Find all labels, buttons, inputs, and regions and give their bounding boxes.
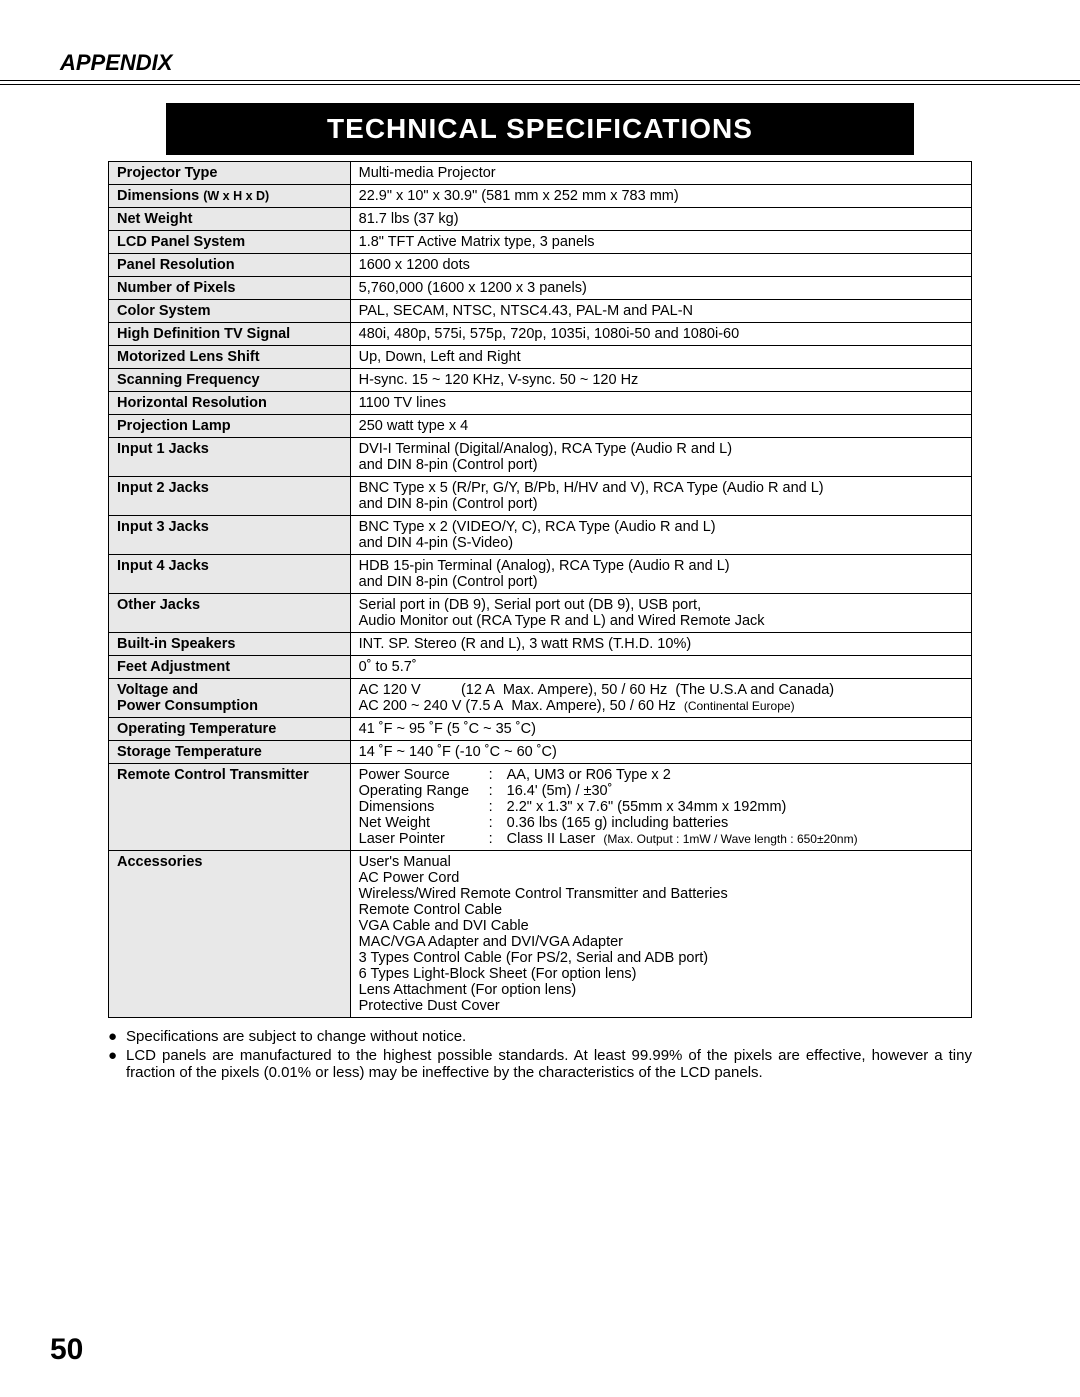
table-row: Projection Lamp250 watt type x 4 bbox=[109, 415, 972, 438]
page-number: 50 bbox=[50, 1333, 83, 1367]
page-title: TECHNICAL SPECIFICATIONS bbox=[166, 103, 915, 155]
table-row: AccessoriesUser's ManualAC Power CordWir… bbox=[109, 851, 972, 1018]
spec-value: 22.9" x 10" x 30.9" (581 mm x 252 mm x 7… bbox=[350, 185, 971, 208]
spec-value: 5,760,000 (1600 x 1200 x 3 panels) bbox=[350, 277, 971, 300]
spec-value: INT. SP. Stereo (R and L), 3 watt RMS (T… bbox=[350, 633, 971, 656]
table-row: Color SystemPAL, SECAM, NTSC, NTSC4.43, … bbox=[109, 300, 972, 323]
spec-label: High Definition TV Signal bbox=[109, 323, 351, 346]
spec-label: Remote Control Transmitter bbox=[109, 764, 351, 851]
table-row: Motorized Lens ShiftUp, Down, Left and R… bbox=[109, 346, 972, 369]
spec-value: 81.7 lbs (37 kg) bbox=[350, 208, 971, 231]
spec-label: Dimensions (W x H x D) bbox=[109, 185, 351, 208]
spec-label: Scanning Frequency bbox=[109, 369, 351, 392]
spec-value: 0˚ to 5.7˚ bbox=[350, 656, 971, 679]
specs-table: Projector TypeMulti-media ProjectorDimen… bbox=[108, 161, 972, 1018]
spec-label: Number of Pixels bbox=[109, 277, 351, 300]
spec-label: Projection Lamp bbox=[109, 415, 351, 438]
table-row: Input 2 JacksBNC Type x 5 (R/Pr, G/Y, B/… bbox=[109, 477, 972, 516]
spec-value: 41 ˚F ~ 95 ˚F (5 ˚C ~ 35 ˚C) bbox=[350, 718, 971, 741]
table-row: Input 3 JacksBNC Type x 2 (VIDEO/Y, C), … bbox=[109, 516, 972, 555]
table-row: Scanning FrequencyH-sync. 15 ~ 120 KHz, … bbox=[109, 369, 972, 392]
table-row: Operating Temperature41 ˚F ~ 95 ˚F (5 ˚C… bbox=[109, 718, 972, 741]
spec-value: Power Source:AA, UM3 or R06 Type x 2Oper… bbox=[350, 764, 971, 851]
spec-value: AC 120 V (12 A Max. Ampere), 50 / 60 Hz … bbox=[350, 679, 971, 718]
footnotes: ●Specifications are subject to change wi… bbox=[108, 1028, 972, 1081]
appendix-heading: APPENDIX bbox=[60, 50, 1020, 76]
spec-label: LCD Panel System bbox=[109, 231, 351, 254]
table-row: High Definition TV Signal480i, 480p, 575… bbox=[109, 323, 972, 346]
spec-value: 480i, 480p, 575i, 575p, 720p, 1035i, 108… bbox=[350, 323, 971, 346]
table-row: Panel Resolution1600 x 1200 dots bbox=[109, 254, 972, 277]
footnote-item: ●Specifications are subject to change wi… bbox=[108, 1028, 972, 1045]
spec-label: Net Weight bbox=[109, 208, 351, 231]
table-row: Feet Adjustment0˚ to 5.7˚ bbox=[109, 656, 972, 679]
footnote-item: ●LCD panels are manufactured to the high… bbox=[108, 1047, 972, 1081]
spec-value: Serial port in (DB 9), Serial port out (… bbox=[350, 594, 971, 633]
spec-label: Projector Type bbox=[109, 162, 351, 185]
spec-value: 14 ˚F ~ 140 ˚F (-10 ˚C ~ 60 ˚C) bbox=[350, 741, 971, 764]
spec-label: Feet Adjustment bbox=[109, 656, 351, 679]
spec-label: Input 4 Jacks bbox=[109, 555, 351, 594]
table-row: Other JacksSerial port in (DB 9), Serial… bbox=[109, 594, 972, 633]
spec-value: PAL, SECAM, NTSC, NTSC4.43, PAL-M and PA… bbox=[350, 300, 971, 323]
spec-value: HDB 15-pin Terminal (Analog), RCA Type (… bbox=[350, 555, 971, 594]
spec-label: Panel Resolution bbox=[109, 254, 351, 277]
table-row: Dimensions (W x H x D)22.9" x 10" x 30.9… bbox=[109, 185, 972, 208]
table-row: Net Weight81.7 lbs (37 kg) bbox=[109, 208, 972, 231]
spec-label: Input 3 Jacks bbox=[109, 516, 351, 555]
table-row: Input 1 JacksDVI-I Terminal (Digital/Ana… bbox=[109, 438, 972, 477]
table-row: Storage Temperature14 ˚F ~ 140 ˚F (-10 ˚… bbox=[109, 741, 972, 764]
spec-value: User's ManualAC Power CordWireless/Wired… bbox=[350, 851, 971, 1018]
spec-label: Color System bbox=[109, 300, 351, 323]
spec-label: Horizontal Resolution bbox=[109, 392, 351, 415]
table-row: Number of Pixels5,760,000 (1600 x 1200 x… bbox=[109, 277, 972, 300]
spec-value: 1600 x 1200 dots bbox=[350, 254, 971, 277]
spec-label: Accessories bbox=[109, 851, 351, 1018]
spec-value: BNC Type x 2 (VIDEO/Y, C), RCA Type (Aud… bbox=[350, 516, 971, 555]
spec-value: 250 watt type x 4 bbox=[350, 415, 971, 438]
spec-value: Multi-media Projector bbox=[350, 162, 971, 185]
spec-value: H-sync. 15 ~ 120 KHz, V-sync. 50 ~ 120 H… bbox=[350, 369, 971, 392]
table-row: Horizontal Resolution1100 TV lines bbox=[109, 392, 972, 415]
spec-label: Storage Temperature bbox=[109, 741, 351, 764]
table-row: Input 4 JacksHDB 15-pin Terminal (Analog… bbox=[109, 555, 972, 594]
table-row: LCD Panel System1.8" TFT Active Matrix t… bbox=[109, 231, 972, 254]
spec-label: Built-in Speakers bbox=[109, 633, 351, 656]
spec-label: Operating Temperature bbox=[109, 718, 351, 741]
spec-value: Up, Down, Left and Right bbox=[350, 346, 971, 369]
table-row: Projector TypeMulti-media Projector bbox=[109, 162, 972, 185]
spec-label: Input 2 Jacks bbox=[109, 477, 351, 516]
table-row: Remote Control TransmitterPower Source:A… bbox=[109, 764, 972, 851]
header-rule bbox=[0, 80, 1080, 85]
spec-label: Other Jacks bbox=[109, 594, 351, 633]
spec-label: Voltage andPower Consumption bbox=[109, 679, 351, 718]
spec-value: 1.8" TFT Active Matrix type, 3 panels bbox=[350, 231, 971, 254]
spec-label: Input 1 Jacks bbox=[109, 438, 351, 477]
spec-value: BNC Type x 5 (R/Pr, G/Y, B/Pb, H/HV and … bbox=[350, 477, 971, 516]
table-row: Built-in SpeakersINT. SP. Stereo (R and … bbox=[109, 633, 972, 656]
spec-label: Motorized Lens Shift bbox=[109, 346, 351, 369]
table-row: Voltage andPower ConsumptionAC 120 V (12… bbox=[109, 679, 972, 718]
spec-value: 1100 TV lines bbox=[350, 392, 971, 415]
spec-value: DVI-I Terminal (Digital/Analog), RCA Typ… bbox=[350, 438, 971, 477]
